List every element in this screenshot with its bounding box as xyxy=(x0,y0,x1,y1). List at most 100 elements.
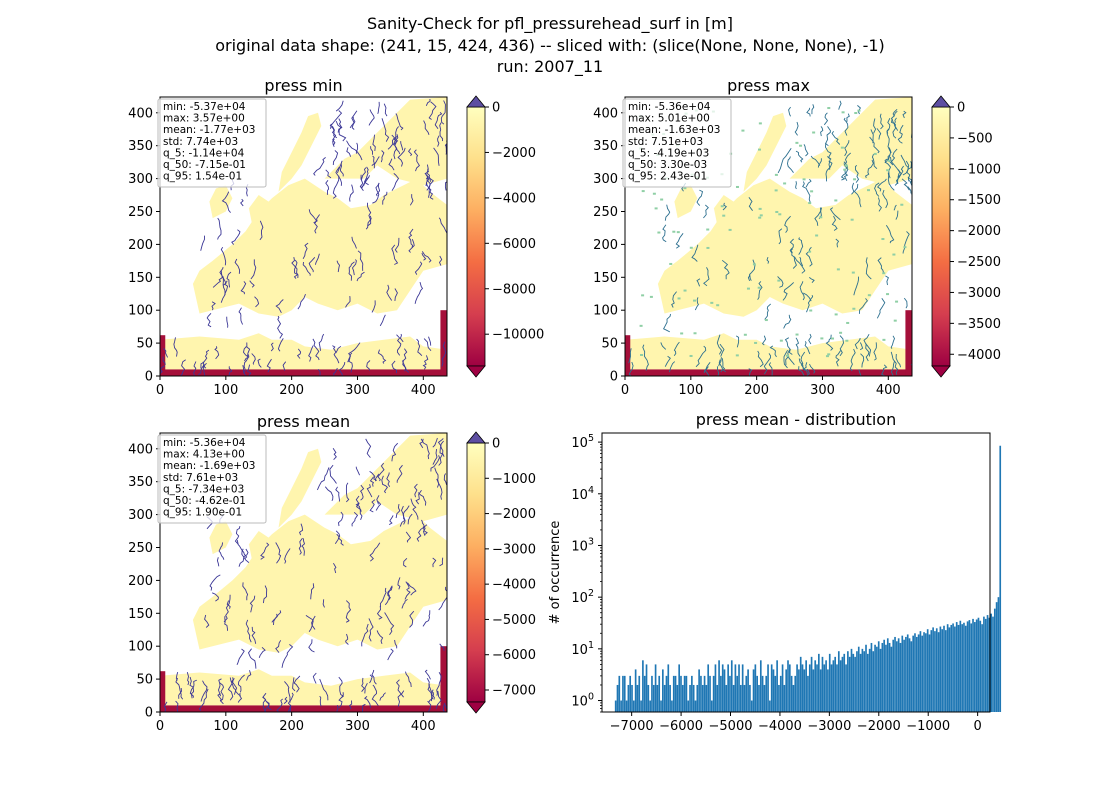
y-tick-label: 50 xyxy=(136,337,153,352)
river xyxy=(802,181,812,204)
x-tick-label: 0 xyxy=(156,719,164,734)
river xyxy=(237,674,245,693)
hist-bar xyxy=(843,653,846,712)
river-highlight xyxy=(903,246,907,249)
river xyxy=(259,220,264,241)
river xyxy=(414,261,423,275)
river xyxy=(438,586,447,611)
river xyxy=(373,156,380,169)
hist-bar xyxy=(977,617,980,712)
hist-bar xyxy=(687,700,690,712)
river xyxy=(226,600,231,609)
hist-bar xyxy=(997,597,1000,712)
river xyxy=(421,519,426,536)
river xyxy=(325,180,330,195)
hist-bar xyxy=(799,656,802,712)
river xyxy=(313,157,326,176)
river xyxy=(394,639,398,649)
river xyxy=(873,342,877,361)
river xyxy=(716,366,720,376)
river xyxy=(716,334,723,355)
river-highlight xyxy=(812,131,816,134)
river xyxy=(804,341,811,355)
river xyxy=(795,181,797,190)
hist-bar xyxy=(993,608,996,712)
river xyxy=(777,148,792,174)
river xyxy=(173,337,178,357)
hist-bar xyxy=(863,651,866,712)
river xyxy=(890,335,895,349)
river xyxy=(863,333,872,357)
river xyxy=(408,228,414,249)
river-highlight xyxy=(853,178,857,181)
hist-bar xyxy=(769,700,771,712)
river xyxy=(662,224,667,243)
river-highlight xyxy=(654,207,658,210)
river xyxy=(318,333,325,351)
hist-bar xyxy=(772,669,775,712)
river xyxy=(337,118,343,133)
river xyxy=(405,581,410,591)
hist-bar xyxy=(876,646,878,712)
land-region xyxy=(160,333,447,370)
river xyxy=(203,362,207,369)
hist-bar xyxy=(683,675,686,712)
hist-bar xyxy=(861,648,864,712)
river xyxy=(367,202,372,227)
river xyxy=(400,141,404,151)
river xyxy=(439,643,445,651)
hist-bar xyxy=(834,656,836,712)
river xyxy=(381,475,389,494)
land-region xyxy=(248,195,269,225)
river xyxy=(293,675,301,693)
river xyxy=(853,183,862,208)
river xyxy=(238,548,249,567)
colorbar-tick-label: −6000 xyxy=(492,648,536,663)
river-highlight xyxy=(831,337,835,340)
map-panel-press-mean: press mean 0 100 200 300 400 0 50 100 150 200 250 30… xyxy=(128,412,536,734)
river xyxy=(409,194,414,206)
river xyxy=(778,228,783,245)
river xyxy=(336,260,340,273)
hist-bar xyxy=(914,633,916,712)
river xyxy=(336,705,339,712)
hist-bar xyxy=(701,684,704,712)
river xyxy=(873,118,877,134)
river xyxy=(200,349,210,369)
hist-bar xyxy=(837,651,840,712)
river xyxy=(798,366,805,376)
river xyxy=(806,368,810,376)
river xyxy=(735,335,740,348)
river xyxy=(660,342,667,350)
river xyxy=(296,348,302,359)
y-tick-label: 200 xyxy=(593,238,618,253)
river-highlight xyxy=(846,321,850,324)
hist-bar xyxy=(691,675,693,712)
map-content xyxy=(625,97,912,376)
river xyxy=(809,363,816,374)
river xyxy=(387,648,394,661)
river xyxy=(270,342,274,352)
river-highlight xyxy=(827,107,831,110)
river xyxy=(330,110,343,129)
river xyxy=(718,357,722,367)
river xyxy=(264,701,270,712)
river xyxy=(284,548,291,564)
river xyxy=(317,369,321,376)
colorbar-tick-label: −10000 xyxy=(492,328,544,343)
river xyxy=(281,644,294,668)
river xyxy=(409,610,415,628)
river xyxy=(437,135,440,147)
river xyxy=(391,442,399,462)
river xyxy=(291,257,299,279)
river xyxy=(355,502,363,521)
hist-bar xyxy=(812,669,815,712)
river-highlight xyxy=(657,231,661,234)
river xyxy=(874,182,880,197)
colorbar-extend-max xyxy=(466,431,486,444)
hist-bar xyxy=(955,622,958,712)
river xyxy=(628,348,632,364)
river-highlight xyxy=(693,332,697,335)
hist-bar xyxy=(774,675,777,712)
hist-bar xyxy=(698,669,700,712)
